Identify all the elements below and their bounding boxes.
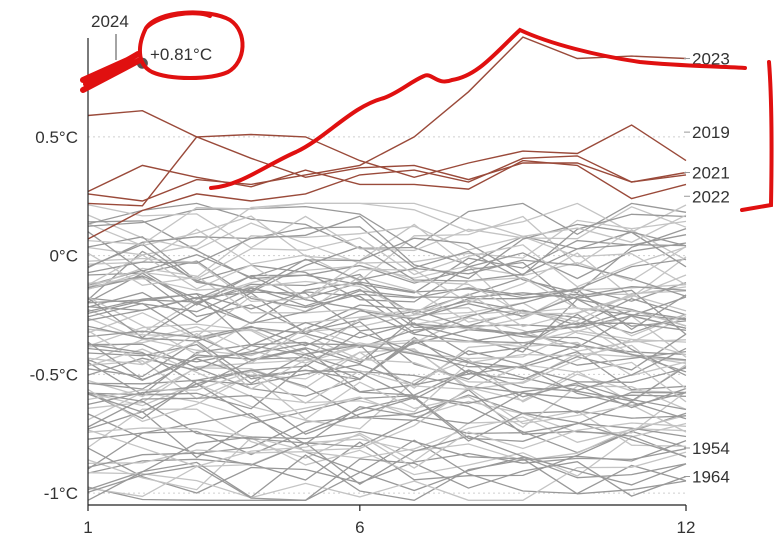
background-year-line xyxy=(87,361,687,404)
background-year-line xyxy=(87,289,687,335)
background-year-line xyxy=(87,422,687,469)
annotation-2024-year: 2024 xyxy=(91,12,129,31)
y-tick-label: 0°C xyxy=(49,247,78,266)
background-year-line xyxy=(87,267,687,331)
background-year-line xyxy=(87,458,687,501)
background-year-line xyxy=(87,293,687,360)
background-year-line xyxy=(87,427,687,498)
year-line-2016 xyxy=(87,109,687,179)
annotation-2024-value-label: +0.81°C xyxy=(150,45,212,64)
background-year-line xyxy=(87,213,687,278)
background-year-line xyxy=(87,408,687,462)
background-year-line xyxy=(87,341,687,383)
x-tick-label: 6 xyxy=(355,518,364,537)
y-tick-label: -1°C xyxy=(44,484,78,503)
year-label-2023: 2023 xyxy=(692,50,730,69)
background-year-line xyxy=(87,395,687,456)
background-year-line xyxy=(87,422,687,491)
background-year-line xyxy=(87,202,687,256)
background-year-line xyxy=(87,331,687,391)
year-label-2019: 2019 xyxy=(692,123,730,142)
background-year-line xyxy=(87,205,687,266)
background-year-line xyxy=(87,389,687,458)
background-year-line xyxy=(87,243,687,297)
background-year-line xyxy=(87,304,687,363)
tick-labels: 0.5°C 0°C -0.5°C -1°C 1 6 12 xyxy=(30,128,696,537)
background-year-line xyxy=(87,383,687,445)
background-year-line xyxy=(87,236,687,293)
year-line-2022 xyxy=(87,159,687,200)
background-year-line xyxy=(87,220,687,294)
background-year-line xyxy=(87,215,687,282)
annotation-2024: 2024 +0.81°C xyxy=(80,10,774,212)
background-year-line xyxy=(87,275,687,349)
background-year-line xyxy=(87,237,687,290)
background-year-line xyxy=(87,338,687,390)
background-year-line xyxy=(87,325,687,381)
red-circle-mark xyxy=(138,10,245,80)
background-year-line xyxy=(87,344,687,414)
year-labels: 2023 2019 2021 2022 1954 1964 xyxy=(684,50,730,487)
y-tick-label: 0.5°C xyxy=(35,128,78,147)
year-label-2022: 2022 xyxy=(692,187,730,206)
background-year-line xyxy=(87,343,687,391)
background-year-line xyxy=(87,369,687,420)
red-bracket-mark xyxy=(740,60,774,212)
axes xyxy=(87,38,686,506)
background-year-line xyxy=(87,202,687,246)
background-year-line xyxy=(87,361,687,410)
background-year-line xyxy=(87,302,687,348)
highlighted-year-lines xyxy=(87,36,687,240)
background-year-line xyxy=(87,447,687,494)
background-year-line xyxy=(87,439,687,501)
x-tick-label: 1 xyxy=(83,518,92,537)
y-tick-label: -0.5°C xyxy=(30,365,78,384)
background-year-line xyxy=(87,348,687,407)
year-label-1964: 1964 xyxy=(692,468,730,487)
red-trace-2023-mark xyxy=(209,27,747,190)
background-year-line xyxy=(87,215,687,280)
background-year-line xyxy=(87,435,687,486)
x-tick-label: 12 xyxy=(677,518,696,537)
background-year-line xyxy=(87,439,687,501)
background-year-line xyxy=(87,430,687,501)
background-year-line xyxy=(87,252,687,304)
background-year-line xyxy=(87,277,687,327)
red-scribble-mark xyxy=(80,51,143,93)
year-line-2021 xyxy=(87,155,687,240)
background-year-line xyxy=(87,214,687,264)
background-year-line xyxy=(87,394,687,458)
background-year-line xyxy=(87,269,687,329)
background-year-line xyxy=(87,322,687,397)
background-year-lines xyxy=(87,202,687,501)
year-label-2021: 2021 xyxy=(692,164,730,183)
background-year-line xyxy=(87,254,687,315)
background-year-line xyxy=(87,412,687,492)
background-year-line xyxy=(87,414,687,465)
background-year-line xyxy=(87,285,687,365)
background-year-line xyxy=(87,316,687,364)
year-label-1954: 1954 xyxy=(692,439,730,458)
year-line-2019 xyxy=(87,136,687,207)
year-line-2023 xyxy=(87,36,687,202)
background-year-line xyxy=(87,341,687,411)
